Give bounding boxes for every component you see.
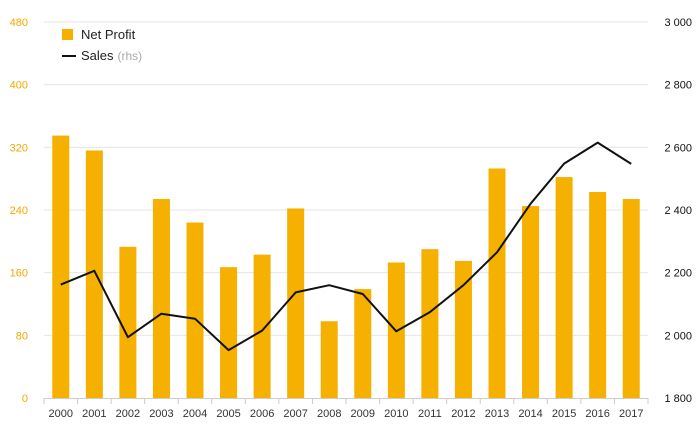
grid-lines [44, 21, 648, 336]
x-tick-label: 2016 [585, 408, 609, 420]
bar-net-profit [253, 254, 271, 398]
x-tick-label: 2011 [418, 408, 442, 420]
x-tick-label: 2005 [216, 408, 240, 420]
y-left-tick-label: 400 [10, 80, 28, 92]
legend-swatch-net-profit [62, 29, 73, 40]
x-tick-label: 2004 [183, 408, 207, 420]
x-tick-label: 2001 [82, 408, 106, 420]
bar-net-profit [320, 321, 338, 398]
axes: 0 80 160 240 320 400 480 1 800 2 000 2 200 2 400 2 … [10, 17, 692, 420]
bar-net-profit [52, 135, 70, 399]
x-tick-label: 2003 [149, 408, 173, 420]
y-left-tick-label: 0 [22, 393, 28, 405]
line-sales [60, 141, 632, 352]
y-right-tick-label: 1 800 [664, 393, 692, 405]
bar-net-profit [421, 249, 439, 398]
y-left-tick-label: 80 [16, 330, 28, 342]
y-right-tick-label: 2 400 [664, 205, 692, 217]
y-right-tick-label: 3 000 [664, 17, 692, 29]
y-left-tick-label: 160 [10, 268, 28, 280]
y-right-tick-label: 2 600 [664, 142, 692, 154]
x-tick-label: 2014 [518, 408, 542, 420]
bar-net-profit [522, 206, 540, 398]
line-series [60, 141, 632, 352]
y-left-tick-label: 320 [10, 142, 28, 154]
x-tick-label: 2009 [351, 408, 375, 420]
bar-net-profit [488, 168, 506, 398]
bar-net-profit [186, 222, 204, 398]
y-left-tick-label: 480 [10, 17, 28, 29]
legend-label-net-profit: Net Profit [81, 27, 136, 42]
bar-net-profit [454, 260, 472, 398]
bar-net-profit [354, 289, 372, 398]
bar-series [52, 135, 640, 399]
x-tick-label: 2015 [552, 408, 576, 420]
x-tick-label: 2010 [384, 408, 408, 420]
x-tick-label: 2006 [250, 408, 274, 420]
x-tick-label: 2002 [116, 408, 140, 420]
x-tick-label: 2013 [485, 408, 509, 420]
x-tick-label: 2008 [317, 408, 341, 420]
x-tick-label: 2017 [619, 408, 643, 420]
bar-net-profit [152, 199, 170, 398]
bar-net-profit [589, 191, 607, 398]
legend-note-rhs: (rhs) [118, 49, 143, 63]
y-right-tick-label: 2 800 [664, 80, 692, 92]
legend-label-sales: Sales [81, 48, 114, 63]
y-left-tick-label: 240 [10, 205, 28, 217]
bar-net-profit [622, 199, 640, 398]
x-tick-label: 2000 [49, 408, 73, 420]
x-tick-label: 2012 [451, 408, 475, 420]
bar-net-profit [555, 177, 573, 398]
x-tick-label: 2007 [283, 408, 307, 420]
y-right-tick-label: 2 000 [664, 330, 692, 342]
bar-net-profit [287, 208, 305, 398]
bar-net-profit [220, 267, 238, 398]
bar-net-profit [119, 246, 137, 398]
legend: Net Profit Sales (rhs) [62, 27, 142, 63]
bar-net-profit [85, 150, 103, 398]
y-right-tick-label: 2 200 [664, 268, 692, 280]
